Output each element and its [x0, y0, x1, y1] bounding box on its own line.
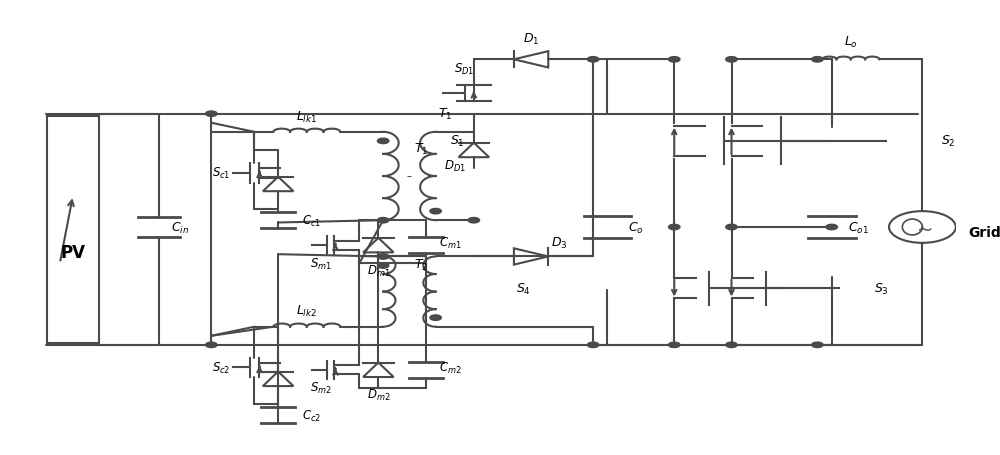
Circle shape	[669, 57, 680, 63]
Text: $S_2$: $S_2$	[941, 134, 955, 149]
Text: $C_o$: $C_o$	[628, 220, 644, 235]
Text: $T_1$: $T_1$	[438, 107, 452, 122]
Circle shape	[206, 342, 217, 348]
Circle shape	[726, 342, 737, 348]
Circle shape	[826, 225, 837, 230]
Circle shape	[430, 209, 441, 214]
Circle shape	[812, 57, 823, 63]
Text: $S_{m1}$: $S_{m1}$	[310, 256, 332, 271]
Text: $D_{m1}$: $D_{m1}$	[367, 263, 390, 278]
Text: ~: ~	[917, 220, 933, 239]
Text: $C_{c2}$: $C_{c2}$	[302, 408, 321, 423]
Text: $C_{in}$: $C_{in}$	[171, 220, 189, 235]
Text: $C_{m1}$: $C_{m1}$	[439, 236, 461, 251]
Text: $L_o$: $L_o$	[844, 35, 858, 50]
Text: $S_1$: $S_1$	[450, 134, 465, 149]
Text: $S_{c1}$: $S_{c1}$	[212, 166, 230, 181]
Text: $C_{c1}$: $C_{c1}$	[302, 213, 321, 228]
Text: $D_1$: $D_1$	[523, 32, 539, 47]
Text: $S_4$: $S_4$	[516, 281, 531, 296]
Circle shape	[377, 263, 389, 268]
Circle shape	[726, 225, 737, 230]
Circle shape	[206, 112, 217, 117]
Circle shape	[468, 218, 480, 223]
Circle shape	[587, 57, 599, 63]
Text: $D_3$: $D_3$	[551, 236, 568, 251]
Text: $S_{m2}$: $S_{m2}$	[310, 380, 332, 395]
Circle shape	[669, 342, 680, 348]
Text: $C_{o1}$: $C_{o1}$	[848, 220, 869, 235]
Text: $C_{m2}$: $C_{m2}$	[439, 360, 461, 375]
Text: $S_3$: $S_3$	[874, 281, 889, 296]
Circle shape	[430, 315, 441, 321]
Circle shape	[812, 342, 823, 348]
Circle shape	[377, 218, 389, 223]
Text: $D_{m2}$: $D_{m2}$	[367, 387, 390, 402]
Circle shape	[726, 57, 737, 63]
Text: $L_{lk1}$: $L_{lk1}$	[296, 109, 317, 124]
Circle shape	[377, 254, 389, 260]
Circle shape	[587, 342, 599, 348]
Text: $S_{D1}$: $S_{D1}$	[454, 62, 474, 77]
Circle shape	[669, 225, 680, 230]
Text: $T_2$: $T_2$	[414, 257, 428, 273]
Text: $T_1$: $T_1$	[414, 142, 429, 157]
Text: PV: PV	[60, 243, 85, 261]
Text: $L_{lk2}$: $L_{lk2}$	[296, 303, 317, 318]
Circle shape	[377, 139, 389, 144]
Text: $D_{D1}$: $D_{D1}$	[444, 159, 466, 174]
Text: $S_{c2}$: $S_{c2}$	[212, 360, 230, 375]
Text: Grid: Grid	[968, 225, 1000, 239]
